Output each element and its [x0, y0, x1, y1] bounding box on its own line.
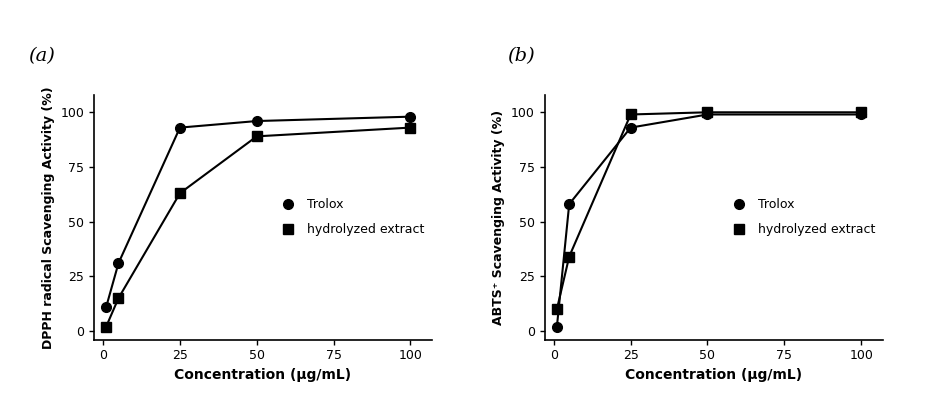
hydrolyzed extract [563, 254, 575, 259]
Line: Trolox: Trolox [101, 112, 415, 312]
hydrolyzed extract [405, 125, 416, 130]
hydrolyzed extract [701, 110, 713, 115]
Line: Trolox: Trolox [552, 110, 866, 331]
Legend: Trolox, hydrolyzed extract: Trolox, hydrolyzed extract [721, 193, 880, 241]
hydrolyzed extract [113, 296, 124, 301]
Legend: Trolox, hydrolyzed extract: Trolox, hydrolyzed extract [270, 193, 429, 241]
Trolox [251, 118, 262, 123]
Trolox [625, 125, 637, 130]
Trolox [113, 261, 124, 265]
Line: hydrolyzed extract: hydrolyzed extract [101, 123, 415, 331]
Trolox [701, 112, 713, 117]
hydrolyzed extract [625, 112, 637, 117]
Trolox [855, 112, 867, 117]
Trolox [100, 305, 112, 309]
Line: hydrolyzed extract: hydrolyzed extract [552, 107, 866, 314]
Text: (a): (a) [28, 47, 55, 66]
Y-axis label: DPPH radical Scavenging Activity (%): DPPH radical Scavenging Activity (%) [41, 86, 54, 348]
hydrolyzed extract [551, 307, 562, 311]
hydrolyzed extract [251, 134, 262, 139]
Trolox [563, 202, 575, 207]
Text: (b): (b) [507, 47, 535, 66]
hydrolyzed extract [855, 110, 867, 115]
hydrolyzed extract [175, 191, 186, 196]
X-axis label: Concentration (µg/mL): Concentration (µg/mL) [175, 368, 351, 382]
hydrolyzed extract [100, 324, 112, 329]
Trolox [551, 324, 562, 329]
Trolox [405, 114, 416, 119]
X-axis label: Concentration (µg/mL): Concentration (µg/mL) [625, 368, 802, 382]
Y-axis label: ABTS⁺ Scavenging Activity (%): ABTS⁺ Scavenging Activity (%) [492, 110, 505, 325]
Trolox [175, 125, 186, 130]
